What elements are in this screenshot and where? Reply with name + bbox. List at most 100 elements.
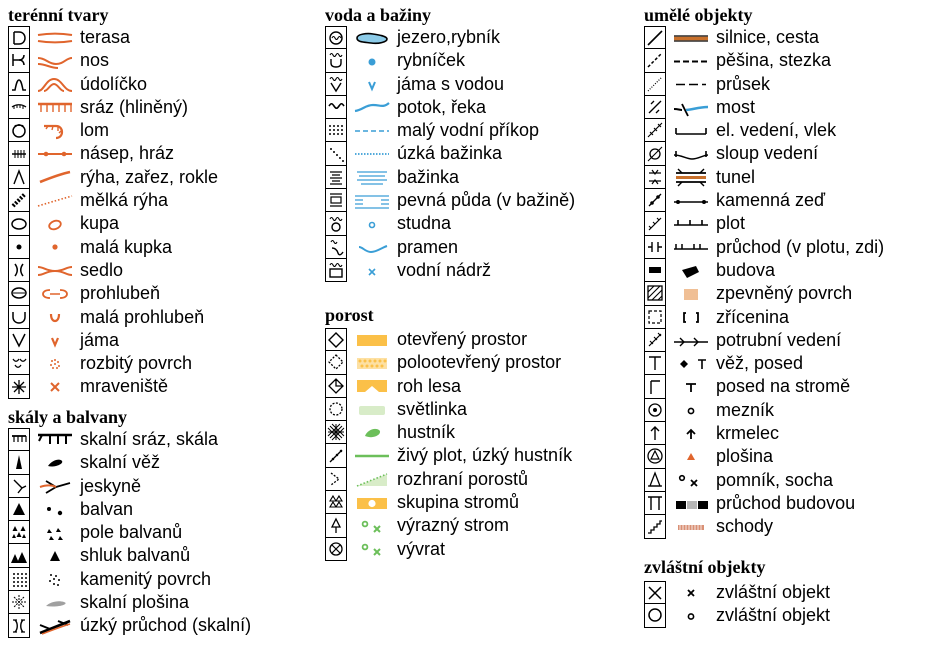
tunnel-icon <box>644 165 666 190</box>
legend-label: schody <box>716 516 774 537</box>
legend-label: skalní plošina <box>80 592 190 613</box>
pipeline-icon <box>644 328 666 353</box>
well-symbol <box>353 212 391 235</box>
spur-symbol <box>36 49 74 72</box>
open-land-icon <box>325 328 347 352</box>
legend-label: jeskyně <box>80 475 142 496</box>
section-title: voda a bažiny <box>325 5 432 25</box>
distinct-tree-symbol <box>353 514 391 537</box>
small-depression-symbol <box>36 306 74 329</box>
embankment-icon <box>8 142 30 166</box>
fence-symbol <box>672 212 710 235</box>
open-land-symbol <box>353 328 391 351</box>
hedge-symbol <box>353 444 391 467</box>
boulder-field-icon <box>8 521 30 545</box>
boundary-stone-icon <box>644 398 666 423</box>
thicket-icon <box>325 421 347 445</box>
special-x-icon <box>644 581 666 605</box>
terrace-symbol <box>36 26 74 49</box>
broken-ground-symbol <box>36 352 74 375</box>
power-line-icon <box>644 119 666 143</box>
shallow-gully-icon <box>8 189 30 213</box>
fence-icon <box>644 212 666 236</box>
root-stock-symbol <box>353 538 391 561</box>
shooting-platform-symbol <box>672 375 710 398</box>
legend-label: výrazný strom <box>397 515 510 536</box>
power-line-symbol <box>672 119 710 142</box>
legend-label: zpevněný povrch <box>716 283 853 304</box>
quarry-icon <box>8 119 30 143</box>
bridge-icon <box>644 95 666 120</box>
knoll-symbol <box>36 212 74 235</box>
tree-group-symbol <box>353 491 391 514</box>
legend-label: posed na stromě <box>716 376 851 397</box>
monument-symbol <box>672 469 710 492</box>
section-title: umělé objekty <box>644 5 753 25</box>
legend-label: světlinka <box>397 398 468 419</box>
legend-label: nos <box>80 50 110 71</box>
legend-label: pěšina, stezka <box>716 50 832 71</box>
embankment-symbol <box>36 142 74 165</box>
water-tank-symbol <box>353 259 391 282</box>
water-pit-symbol <box>353 73 391 96</box>
well-icon <box>325 212 347 236</box>
legend-label: terasa <box>80 27 131 47</box>
building-icon <box>644 258 666 283</box>
rock-pillar-symbol <box>36 451 74 474</box>
section-title: skály a balvany <box>8 407 128 427</box>
spur-icon <box>8 49 30 73</box>
water-tank-icon <box>325 258 347 283</box>
gully-icon <box>8 165 30 190</box>
legend-label: průsek <box>716 73 771 94</box>
legend-label: pramen <box>397 236 459 257</box>
platform-icon <box>644 445 666 469</box>
rock-plateau-symbol <box>36 591 74 614</box>
anthill-symbol <box>36 375 74 398</box>
root-stock-icon <box>325 537 347 561</box>
legend-label: kupa <box>80 213 120 234</box>
legend-label: rýha, zařez, rokle <box>80 166 219 187</box>
legend-label: roh lesa <box>397 375 462 396</box>
depression-symbol <box>36 282 74 305</box>
special-x-symbol <box>672 581 710 604</box>
reentrant-symbol <box>36 73 74 96</box>
legend-label: jáma <box>80 329 120 350</box>
legend-label: jezero,rybník <box>397 27 501 47</box>
legend-label: jáma s vodou <box>397 73 505 94</box>
legend-label: zvláštní objekt <box>716 605 831 626</box>
marsh-icon <box>325 165 347 190</box>
fodder-rack-icon <box>644 422 666 446</box>
pipeline-symbol <box>672 329 710 352</box>
legend-label: rozhraní porostů <box>397 468 529 489</box>
rock-pillar-icon <box>8 451 30 475</box>
ride-icon <box>644 72 666 96</box>
pit-icon <box>8 328 30 353</box>
firm-ground-symbol <box>353 189 391 212</box>
legend-label: skupina stromů <box>397 492 520 513</box>
legend-label: malá kupka <box>80 236 173 257</box>
legend-label: zvláštní objekt <box>716 582 831 602</box>
building-passage-symbol <box>672 492 710 515</box>
pond-icon <box>325 49 347 73</box>
legend-label: lom <box>80 120 110 141</box>
ruin-icon <box>644 305 666 329</box>
anthill-icon <box>8 375 30 399</box>
building-symbol <box>672 259 710 282</box>
cliff-icon <box>8 428 30 452</box>
legend-label: sráz (hliněný) <box>80 96 189 117</box>
legend-label: průchod budovou <box>716 492 856 513</box>
shooting-platform-icon <box>644 375 666 399</box>
legend-label: rozbitý povrch <box>80 353 193 374</box>
saddle-symbol <box>36 259 74 282</box>
shallow-gully-symbol <box>36 189 74 212</box>
legend-label: shluk balvanů <box>80 545 191 566</box>
lake-symbol <box>353 26 391 49</box>
legend-label: živý plot, úzký hustník <box>397 445 573 466</box>
legend-label: bažinka <box>397 166 460 187</box>
paved-area-icon <box>644 282 666 306</box>
road-icon <box>644 26 666 50</box>
legend-label: potrubní vedení <box>716 329 842 350</box>
stream-icon <box>325 95 347 120</box>
knoll-icon <box>8 212 30 236</box>
earth-bank-symbol <box>36 96 74 119</box>
